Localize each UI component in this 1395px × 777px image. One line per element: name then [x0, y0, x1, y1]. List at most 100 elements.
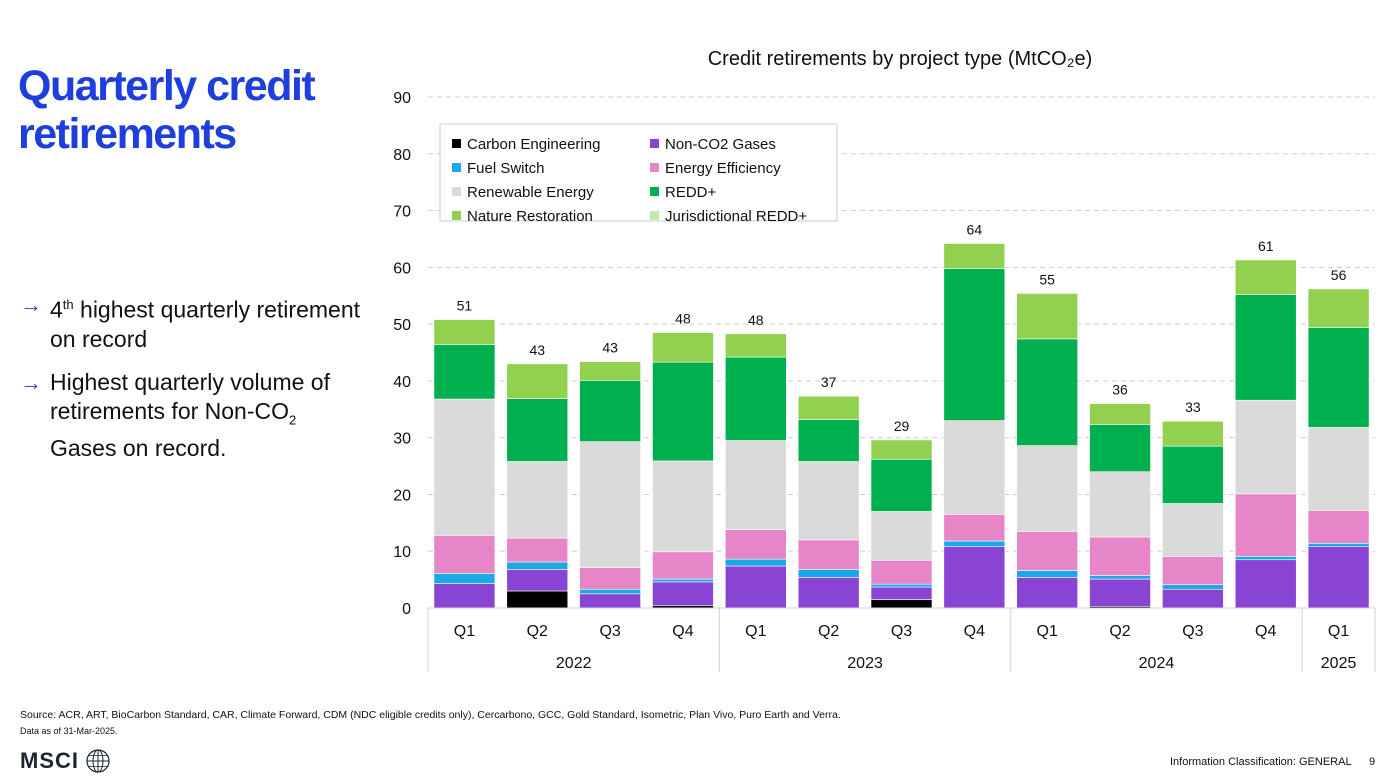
y-tick-label: 60 [393, 260, 411, 277]
total-label: 55 [1039, 271, 1055, 287]
classification-label: Information Classification: GENERAL [1170, 756, 1352, 768]
bar-segment [1307, 427, 1370, 511]
x-tick-label: Q4 [964, 623, 985, 640]
bar-segment [1089, 471, 1151, 538]
bullet-text: Highest quarterly volume of retirements … [50, 368, 330, 462]
legend-label: Renewable Energy [467, 184, 594, 201]
bar-segment [797, 395, 860, 420]
total-label: 48 [748, 312, 764, 328]
bar-segment [1307, 510, 1370, 544]
bar-segment [579, 441, 641, 568]
legend-swatch [452, 211, 461, 220]
y-tick-label: 0 [402, 601, 411, 618]
x-tick-label: Q4 [1255, 623, 1276, 640]
bar-segment [506, 590, 569, 609]
legend-label: Fuel Switch [467, 160, 545, 177]
bar-segment [433, 344, 496, 400]
legend-swatch [650, 163, 659, 172]
year-label: 2022 [556, 655, 592, 672]
bar-segment [1016, 577, 1078, 609]
bar-segment [870, 586, 933, 600]
bar-segment [943, 540, 1006, 547]
stacked-bar-chart: Credit retirements by project type (MtCO… [393, 48, 1376, 672]
legend-swatch [650, 211, 659, 220]
bar-segment [870, 511, 933, 561]
total-label: 51 [457, 298, 473, 314]
total-label: 48 [675, 311, 691, 327]
bar-segment [1089, 578, 1151, 607]
bar-segment [1162, 588, 1224, 609]
x-tick-label: Q3 [599, 623, 620, 640]
total-label: 29 [894, 418, 910, 434]
bar-segment [433, 573, 496, 584]
legend-swatch [650, 187, 659, 196]
total-label: 64 [967, 221, 983, 237]
bar-segment [506, 561, 569, 570]
bar-segment [943, 514, 1006, 542]
year-label: 2025 [1321, 655, 1357, 672]
bar-segment [506, 398, 569, 462]
bar-segment [870, 560, 933, 585]
arrow-right-icon: → [20, 292, 42, 317]
bar-segment [1162, 556, 1224, 586]
x-tick-label: Q1 [1328, 623, 1349, 640]
bar-segment [1307, 288, 1370, 328]
bar-segment [797, 539, 860, 570]
bar-segment [1307, 546, 1370, 609]
bar-segment [1234, 294, 1297, 401]
page-number: 9 [1369, 756, 1376, 768]
bar-segment [506, 537, 569, 563]
bar-segment [1089, 536, 1151, 576]
legend-label: Carbon Engineering [467, 136, 600, 153]
globe-icon [86, 749, 110, 773]
bar-segment [1234, 259, 1297, 295]
bar-segment [943, 268, 1006, 421]
bar-segment [433, 398, 496, 536]
bar-segment [1016, 531, 1078, 571]
x-tick-label: Q3 [1182, 623, 1203, 640]
bar-segment [1234, 399, 1297, 495]
x-tick-label: Q4 [672, 623, 693, 640]
y-tick-label: 30 [393, 431, 411, 448]
bullet-text: 4th highest quarterly retirement on reco… [50, 296, 360, 352]
bar-segment [1016, 338, 1078, 446]
legend-swatch [452, 139, 461, 148]
total-label: 37 [821, 374, 837, 390]
year-label: 2023 [847, 655, 883, 672]
bar-segment [943, 243, 1006, 269]
x-tick-label: Q3 [891, 623, 912, 640]
y-tick-label: 20 [393, 487, 411, 504]
total-label: 43 [529, 342, 545, 358]
y-tick-label: 40 [393, 374, 411, 391]
bar-segment [1307, 542, 1370, 547]
y-tick-label: 70 [393, 204, 411, 221]
legend-swatch [452, 187, 461, 196]
bar-segment [579, 567, 641, 590]
source-note: Source: ACR, ART, BioCarbon Standard, CA… [20, 709, 841, 721]
chart-title: Credit retirements by project type (MtCO… [708, 48, 1093, 70]
slide-title: Quarterly credit retirements [18, 62, 316, 158]
bar-segment [506, 363, 569, 399]
bar-segment [870, 458, 933, 512]
y-tick-label: 50 [393, 317, 411, 334]
legend-label: Jurisdictional REDD+ [665, 208, 807, 225]
total-label: 43 [602, 340, 618, 356]
bar-segment [652, 578, 714, 583]
bar-segment [1234, 559, 1297, 609]
bar-segment [870, 583, 933, 588]
bar-segment [725, 529, 787, 560]
year-label: 2024 [1139, 655, 1175, 672]
bar-segment [1016, 570, 1078, 578]
legend-swatch [452, 163, 461, 172]
bar-segment [1089, 575, 1151, 580]
bar-segment [433, 319, 496, 345]
bar-segment [725, 356, 787, 441]
bar-segment [725, 440, 787, 530]
bar-segment [506, 461, 569, 539]
bar-segment [652, 460, 714, 553]
bar-segment [725, 558, 787, 567]
bar-segment [797, 577, 860, 609]
bar-segment [725, 333, 787, 358]
msci-logo: MSCI [20, 748, 111, 774]
total-label: 36 [1112, 382, 1128, 398]
